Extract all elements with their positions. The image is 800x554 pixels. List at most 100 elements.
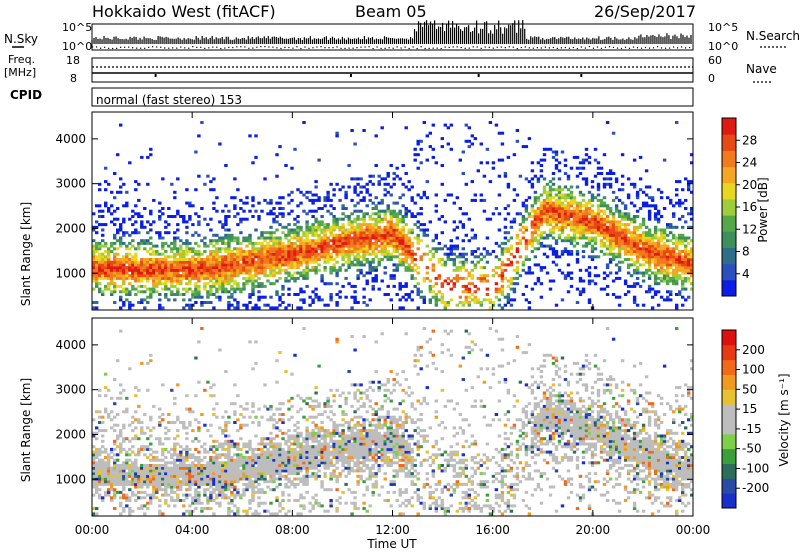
power-cell — [323, 303, 327, 307]
power-cell — [314, 266, 318, 270]
noise-dot — [652, 47, 655, 49]
vel-cell — [131, 429, 135, 433]
power-cell — [167, 287, 171, 291]
power-cell — [479, 301, 483, 304]
power-cell — [131, 284, 135, 288]
power-cell — [167, 215, 171, 218]
power-cell — [590, 250, 595, 253]
power-cell — [233, 215, 237, 218]
power-cell — [653, 212, 658, 216]
power-cell — [554, 220, 559, 224]
y-tick-label: 3000 — [55, 177, 86, 191]
power-cell — [299, 290, 303, 294]
power-cell — [191, 204, 195, 208]
power-cell — [656, 271, 661, 275]
power-cell — [233, 282, 237, 286]
power-cell — [314, 233, 318, 237]
power-cell — [392, 255, 396, 259]
vel-cell — [149, 447, 153, 451]
power-cell — [653, 204, 658, 208]
power-cell — [227, 295, 231, 299]
power-cell — [158, 279, 162, 283]
power-cell — [672, 263, 676, 267]
power-cell — [110, 212, 114, 216]
power-cell — [407, 228, 411, 232]
power-cell — [212, 207, 216, 210]
power-cell — [362, 252, 366, 256]
power-cell — [143, 263, 147, 267]
power-cell — [419, 223, 423, 227]
power-cell — [152, 290, 156, 294]
power-cell — [299, 228, 303, 232]
vel-cell — [119, 429, 123, 433]
power-cell — [473, 263, 477, 267]
power-cell — [672, 252, 676, 256]
power-cell — [602, 182, 607, 186]
power-cell — [503, 268, 508, 272]
power-cell — [672, 241, 676, 245]
power-cell — [410, 298, 414, 302]
power-cell — [557, 169, 562, 173]
power-cell — [666, 298, 670, 302]
vel-cell — [128, 447, 132, 451]
power-cell — [599, 217, 604, 221]
power-cell — [98, 209, 102, 213]
power-cell — [308, 260, 312, 264]
cpid-panel — [91, 87, 694, 107]
vel-cell — [107, 413, 111, 416]
power-cell — [248, 258, 252, 261]
vel-cell — [125, 437, 129, 441]
power-cell — [374, 134, 378, 138]
power-cell — [410, 290, 414, 294]
power-cell — [407, 209, 411, 213]
power-cell — [230, 255, 234, 259]
power-cell — [314, 252, 318, 256]
power-cell — [392, 284, 396, 288]
vel-cell — [158, 474, 162, 478]
noise-bottom-left-tick: 10^0 — [62, 40, 92, 53]
power-cell — [137, 284, 141, 288]
power-cell — [632, 263, 637, 267]
power-cell — [293, 233, 297, 237]
power-cell — [632, 217, 637, 221]
power-cell — [395, 215, 399, 218]
power-cell — [221, 260, 225, 264]
power-cell — [602, 271, 607, 275]
power-cell — [398, 177, 402, 181]
power-cell — [146, 268, 150, 272]
power-cell — [314, 225, 318, 229]
power-cell — [374, 196, 378, 200]
power-cell — [245, 271, 249, 275]
power-cell — [278, 239, 282, 243]
power-cell — [672, 260, 676, 264]
power-cell — [464, 287, 468, 291]
power-cell — [687, 250, 691, 253]
power-cell — [206, 282, 210, 286]
power-cell — [410, 215, 414, 218]
power-cell — [374, 241, 378, 245]
power-cell — [362, 215, 366, 218]
power-cell — [158, 236, 162, 240]
power-cell — [218, 287, 222, 291]
power-cell — [125, 266, 129, 270]
power-cell — [224, 255, 228, 259]
power-cell — [428, 131, 432, 135]
power-cell — [506, 258, 511, 261]
power-cell — [350, 239, 354, 243]
vel-cell — [167, 504, 171, 508]
power-cell — [452, 247, 456, 251]
power-cell — [512, 188, 517, 192]
vel-cell — [107, 458, 111, 462]
power-cell — [338, 228, 342, 232]
power-cell — [353, 241, 357, 245]
power-cell — [137, 198, 141, 202]
noise-dot — [644, 46, 647, 49]
noise-dot — [556, 47, 558, 49]
power-cell — [632, 271, 637, 275]
power-cell — [641, 303, 646, 307]
power-cell — [365, 252, 369, 256]
power-cell — [461, 239, 465, 243]
vel-cell — [122, 461, 126, 465]
power-cell — [140, 298, 144, 302]
power-cell — [221, 287, 225, 291]
